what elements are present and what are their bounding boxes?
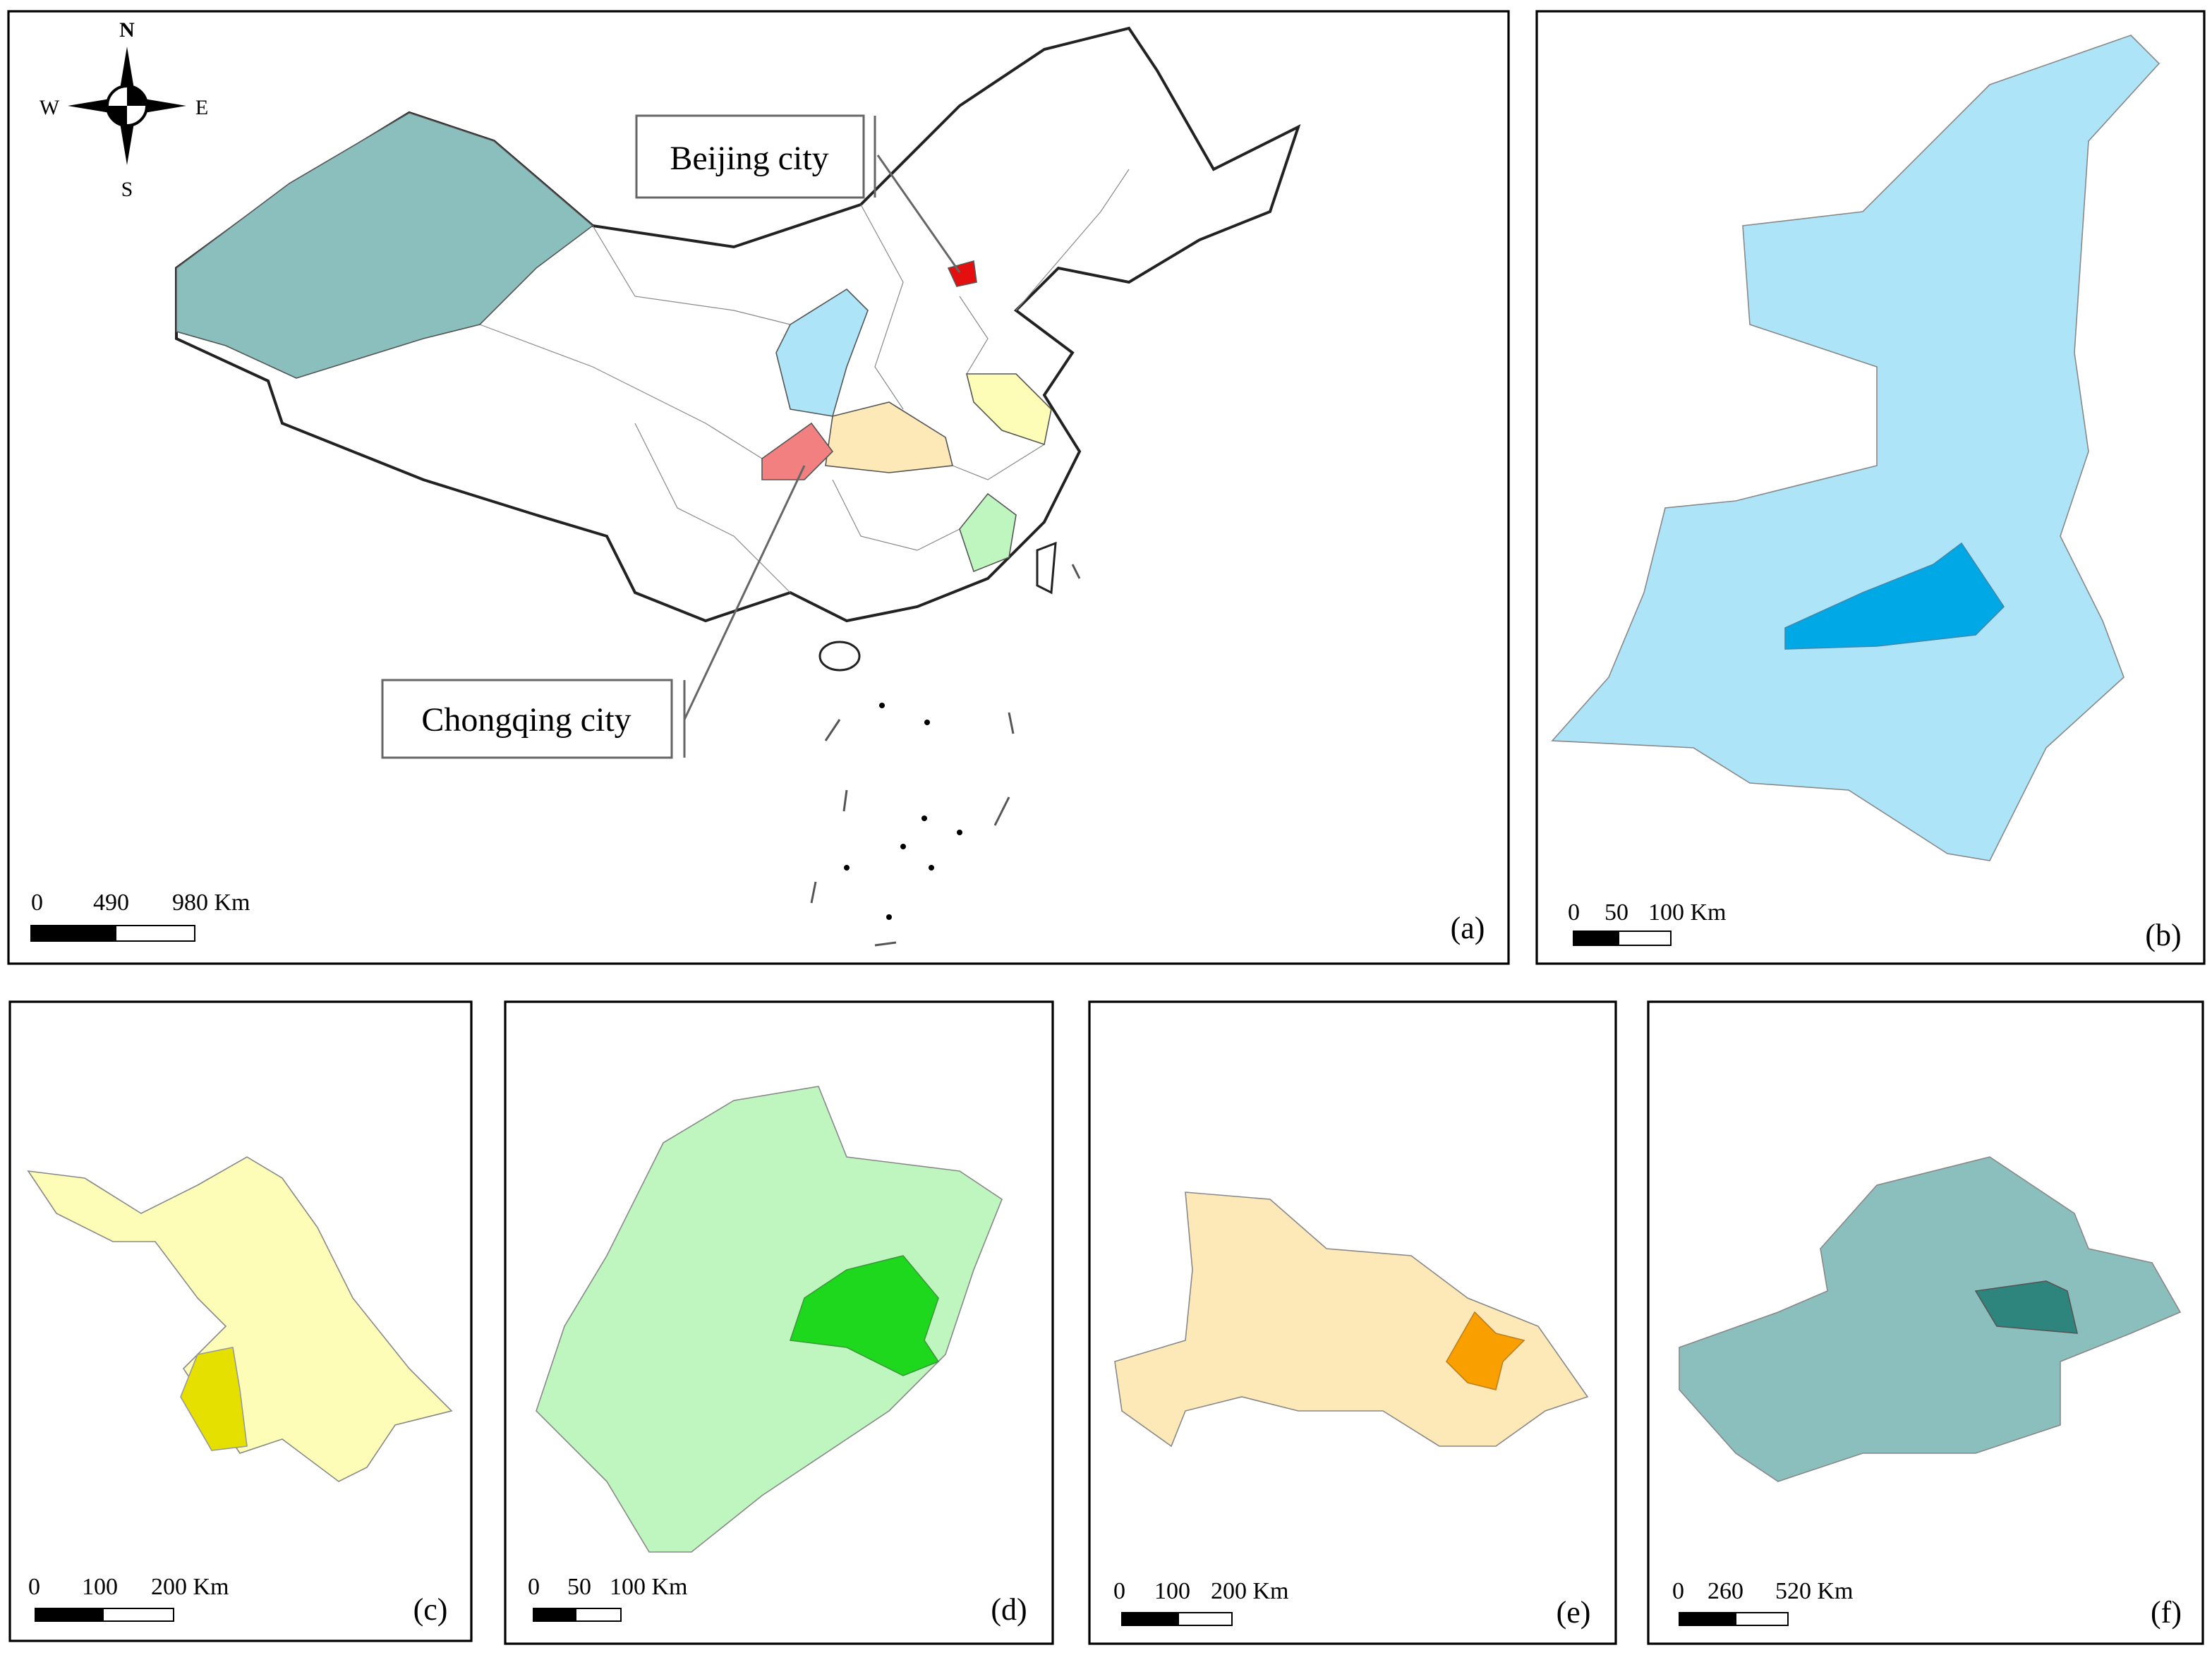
- jiangsu: [965, 373, 1052, 446]
- chongqing: [761, 422, 834, 480]
- scale-bar-black: [1121, 1612, 1179, 1626]
- scale-label: 100: [1154, 1578, 1190, 1604]
- panel-label: (d): [991, 1592, 1027, 1627]
- fujian: [536, 1086, 1003, 1553]
- wuhan: [1446, 1311, 1525, 1390]
- scale-bar-black: [533, 1608, 576, 1622]
- scale-label: 980 Km: [172, 890, 250, 916]
- scale-label: 520 Km: [1775, 1578, 1854, 1604]
- province-line: [592, 225, 791, 325]
- scale-bar-black: [35, 1608, 104, 1622]
- callout-box: [381, 679, 673, 759]
- sea-dashes: [810, 564, 1081, 947]
- scale-label: 0: [1672, 1578, 1684, 1604]
- compass: N S E W: [40, 18, 208, 201]
- scale-label: 200 Km: [1211, 1578, 1289, 1604]
- dash: [1008, 712, 1015, 734]
- shaanxi: [775, 288, 869, 417]
- fujian: [959, 492, 1017, 573]
- callout-leader: [683, 465, 806, 720]
- compass-label: E: [195, 96, 208, 119]
- urumqi: [1974, 1280, 2079, 1334]
- islands: [844, 703, 962, 920]
- scale-bar-black: [1573, 930, 1619, 946]
- compass-label: N: [119, 18, 135, 42]
- scale-bar-white: [1735, 1612, 1789, 1626]
- scale-label: 100 Km: [610, 1574, 688, 1600]
- scale-bar-white: [1618, 930, 1672, 946]
- island: [900, 844, 906, 849]
- dash: [874, 941, 897, 947]
- shaanxi: [1551, 35, 2160, 861]
- island: [844, 865, 850, 871]
- compass-arrow: [135, 97, 186, 114]
- dash: [993, 796, 1010, 826]
- island: [924, 720, 930, 725]
- fuzhou: [789, 1255, 940, 1376]
- scale-label: 100: [82, 1574, 118, 1600]
- scale-bars: 0 490 980 Km(a) 0 50 100 Km(b)0 100 200 Km(c)0 5…: [28, 890, 2182, 1630]
- compass-arrow: [68, 97, 119, 114]
- island: [886, 914, 892, 920]
- hainan: [818, 641, 861, 672]
- compass-label: S: [121, 178, 133, 201]
- xinjiang: [1679, 1156, 2182, 1482]
- province-line: [634, 423, 791, 593]
- scale-label: 0: [31, 890, 43, 916]
- dash: [842, 789, 848, 812]
- island: [957, 830, 962, 835]
- province-line: [959, 296, 989, 375]
- callout-box: [635, 114, 865, 199]
- scale-label: 200 Km: [151, 1574, 229, 1600]
- scale-label: 0: [1113, 1578, 1125, 1604]
- province-lines: [479, 169, 1130, 593]
- scale-label: 0: [28, 1574, 40, 1600]
- scale-bar-white: [1178, 1612, 1233, 1626]
- scale-label: 100 Km: [1648, 899, 1727, 926]
- compass-fill: [107, 86, 147, 126]
- compass-arrow: [119, 114, 135, 165]
- scale-bar-white: [575, 1608, 622, 1622]
- province-line: [1015, 169, 1130, 311]
- dash: [1071, 564, 1081, 579]
- taiwan: [1036, 541, 1057, 595]
- panel-label: (c): [413, 1592, 448, 1627]
- island: [921, 816, 927, 821]
- scale-bar-black: [1679, 1612, 1736, 1626]
- island: [879, 703, 885, 708]
- scale-bar-white: [115, 925, 195, 942]
- scale-label: 50: [567, 1574, 591, 1600]
- scale-label: 490: [93, 890, 129, 916]
- province-line: [860, 204, 904, 410]
- scale-bar-black: [30, 925, 116, 942]
- scale-bar-white: [102, 1608, 174, 1622]
- panel-label: (a): [1451, 911, 1485, 945]
- callout-leader: [876, 154, 961, 273]
- province-line: [952, 444, 1045, 480]
- island: [929, 865, 934, 871]
- province-line: [479, 324, 763, 459]
- scale-label: 50: [1604, 899, 1628, 926]
- dash: [824, 719, 841, 741]
- jiangsu: [27, 1156, 453, 1482]
- scale-label: 0: [528, 1574, 540, 1600]
- xinjiang: [176, 112, 594, 379]
- scale-label: 260: [1708, 1578, 1743, 1604]
- panel-label: (b): [2145, 918, 2181, 952]
- compass-label: W: [40, 96, 60, 119]
- nanjing: [180, 1347, 248, 1451]
- callout-text: Beijing city: [670, 140, 828, 177]
- callout-text: Chongqing city: [421, 701, 631, 739]
- hubei: [825, 401, 953, 473]
- dash: [810, 881, 817, 904]
- scale-label: 0: [1568, 899, 1580, 926]
- panel-label: (f): [2151, 1595, 2182, 1630]
- compass-arrow: [119, 47, 135, 97]
- panel-label: (e): [1557, 1595, 1591, 1630]
- xian: [1784, 542, 2005, 650]
- province-line: [832, 479, 960, 551]
